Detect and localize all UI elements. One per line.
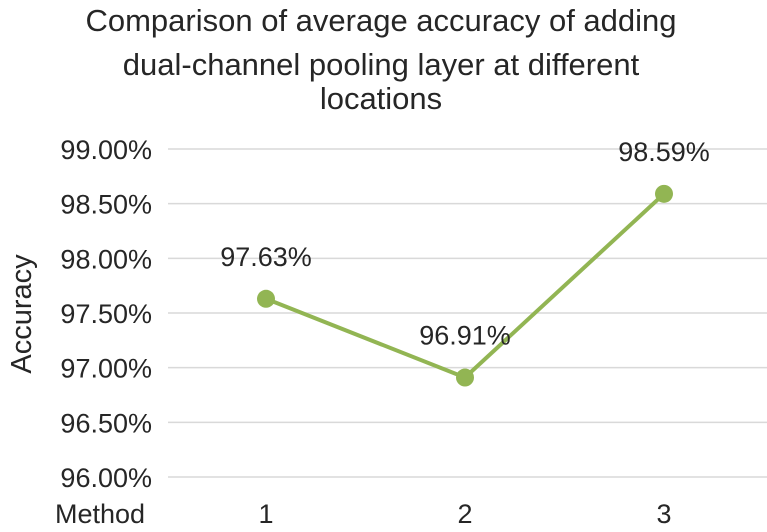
data-point bbox=[655, 184, 673, 203]
chart-title-line: Comparison of average accuracy of adding bbox=[85, 3, 676, 38]
chart-title: Comparison of average accuracy of adding… bbox=[85, 3, 676, 116]
y-tick-label: 98.50% bbox=[60, 190, 152, 220]
y-tick-label: 97.00% bbox=[60, 354, 152, 384]
x-tick-label: 1 bbox=[258, 499, 273, 529]
y-tick-label: 98.00% bbox=[60, 244, 152, 274]
x-tick-label: 3 bbox=[656, 499, 671, 529]
y-axis-ticks: 96.00% 96.50% 97.00% 97.50% 98.00% 98.50% 99.0… bbox=[60, 135, 152, 493]
y-tick-label: 97.50% bbox=[60, 299, 152, 329]
chart-title-line: locations bbox=[320, 81, 442, 116]
x-axis-ticks: 1 2 3 bbox=[258, 499, 671, 529]
x-tick-label: 2 bbox=[457, 499, 472, 529]
data-labels: 97.63% 96.91% 98.59% bbox=[220, 137, 710, 351]
y-tick-label: 96.00% bbox=[60, 463, 152, 493]
gridlines bbox=[168, 148, 767, 478]
data-point bbox=[456, 368, 474, 387]
y-tick-label: 96.50% bbox=[60, 408, 152, 438]
y-tick-label: 99.00% bbox=[60, 135, 152, 165]
data-label: 96.91% bbox=[419, 321, 511, 351]
x-axis-title: Method bbox=[55, 499, 145, 529]
chart-title-line: dual-channel pooling layer at different bbox=[123, 47, 640, 82]
series-group bbox=[257, 184, 673, 387]
y-axis-title: Accuracy bbox=[6, 254, 38, 374]
data-label: 97.63% bbox=[220, 242, 312, 272]
data-point bbox=[257, 289, 275, 308]
data-label: 98.59% bbox=[618, 137, 710, 167]
